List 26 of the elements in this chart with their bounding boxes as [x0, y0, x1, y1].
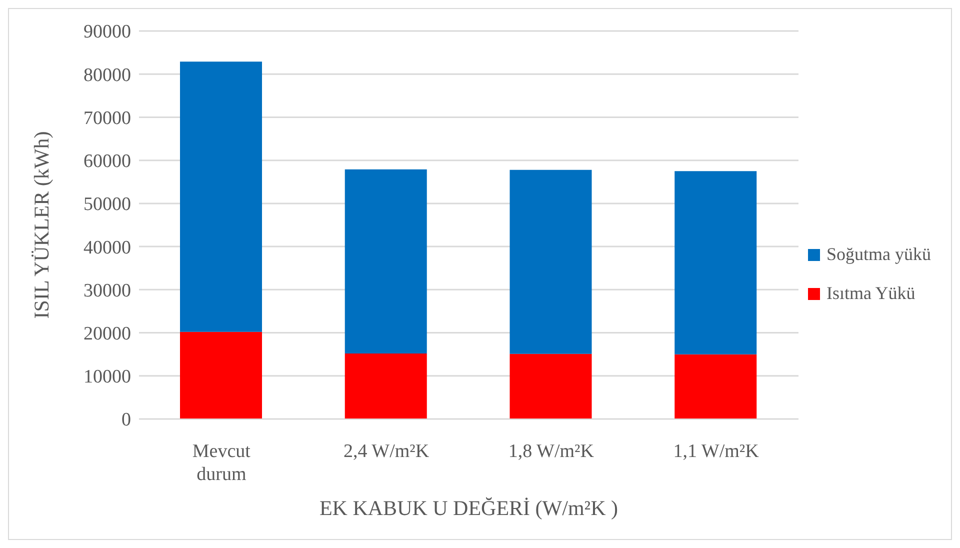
y-tick-label: 50000 — [84, 194, 131, 216]
bar — [510, 170, 592, 354]
y-tick-label: 70000 — [84, 108, 131, 129]
bar — [674, 354, 757, 419]
y-tick-label: 80000 — [84, 64, 131, 86]
bar — [674, 171, 757, 354]
bar — [510, 354, 592, 419]
legend-label: Isıtma Yükü — [826, 283, 916, 304]
y-tick-label: 20000 — [84, 324, 131, 345]
x-tick-label: 1,8 W/m²K — [508, 441, 594, 462]
legend-label: Soğutma yükü — [826, 244, 931, 265]
bar — [180, 62, 262, 332]
y-tick-label: 40000 — [84, 237, 131, 258]
bar — [344, 353, 427, 419]
x-tick-label: Mevcut durum — [192, 441, 252, 485]
y-tick-label: 10000 — [84, 366, 131, 388]
x-tick-label: 1,1 W/m²K — [673, 441, 760, 462]
y-axis-title: ISIL YÜKLER (kWh) — [29, 131, 54, 319]
bar — [180, 332, 262, 419]
y-tick-label: 30000 — [84, 280, 131, 302]
y-tick-label: 90000 — [84, 22, 131, 43]
x-axis-title: EK KABUK U DEĞERİ (W/m²K ) — [319, 496, 618, 520]
y-tick-label: 60000 — [84, 151, 131, 172]
bar — [344, 169, 427, 354]
x-tick-label: 2,4 W/m²K — [344, 441, 430, 462]
y-tick-label: 0 — [122, 410, 131, 431]
